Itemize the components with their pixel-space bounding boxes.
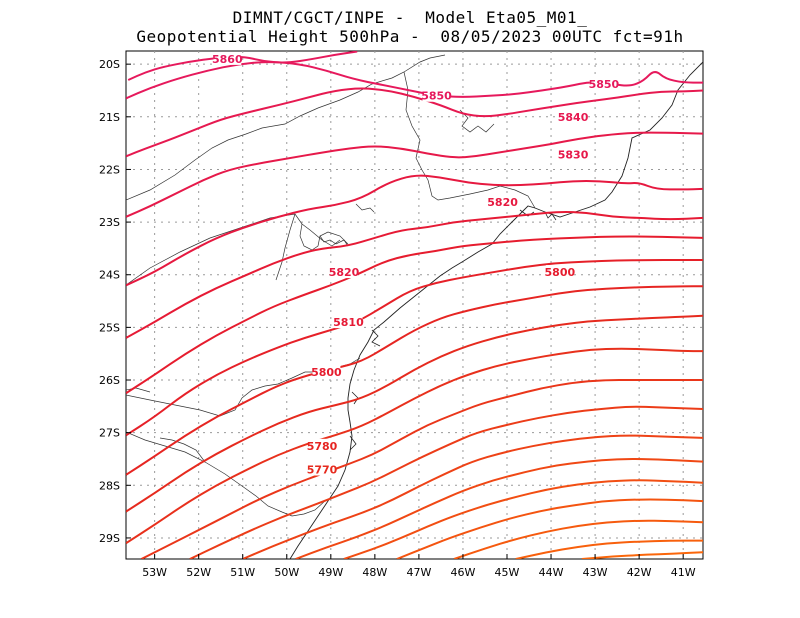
lon-tick-label: 43W [583,566,608,579]
lat-tick-label: 23S [99,216,120,229]
lat-tick-label: 20S [99,58,120,71]
contour-label-5830: 5830 [558,149,589,162]
contour-5680 [515,539,703,559]
state-border-pr-sp [126,213,349,286]
contour-label-5800: 5800 [311,366,342,379]
contour-5700 [396,498,703,559]
contour-label-background [589,77,618,91]
coastline-and-borders [126,54,703,559]
atlantic-coastline [289,61,703,559]
contour-label-5770: 5770 [307,464,338,477]
lon-tick-label: 49W [318,566,343,579]
title-line-2: Geopotential Height 500hPa - 08/05/2023 … [136,27,684,46]
contour-label-5810: 5810 [333,316,364,329]
contour-5690 [453,519,703,559]
contour-5840 [126,87,703,158]
lon-tick-label: 48W [362,566,387,579]
contour-label-5850: 5850 [589,78,620,91]
contour-label-background [312,365,341,379]
contour-label-background [330,265,359,279]
lon-tick-label: 41W [671,566,696,579]
lat-tick-label: 25S [99,321,120,334]
contour-label-5800: 5800 [545,266,576,279]
contour-5790 [126,259,703,437]
lon-tick-label: 51W [230,566,255,579]
lat-tick-label: 28S [99,479,120,492]
reservoir-detail [319,109,495,247]
contour-label-background [308,438,337,452]
contour-label-5860: 5860 [212,53,243,66]
lon-tick-label: 47W [406,566,431,579]
contour-label-5780: 5780 [307,440,338,453]
lon-tick-label: 42W [627,566,652,579]
state-border-ms-pr [275,213,296,281]
contour-label-background [334,315,363,329]
contour-5770 [126,314,703,513]
contour-labels: 5860 5850 5850 5840 5830 5820 5800 5820 5810 5800… [212,51,620,477]
contour-5820 [126,174,703,287]
contour-label-background [422,88,451,102]
contour-label-5850: 5850 [421,90,452,103]
plot-frame [125,50,704,560]
contour-5710 [343,479,703,559]
contour-label-background [308,462,337,476]
contour-label-background [213,51,242,65]
contour-lines [126,51,703,559]
contour-label-background [545,265,574,279]
lat-lon-grid [126,51,703,559]
lon-tick-label: 45W [495,566,520,579]
contour-5750 [140,379,703,559]
contour-5670 [581,551,703,559]
contour-5780 [126,285,703,476]
lon-tick-label: 50W [274,566,299,579]
contour-5720 [295,458,703,559]
lon-tick-label: 53W [142,566,167,579]
lat-tick-label: 29S [99,532,120,545]
contour-label-background [488,195,517,209]
contour-label-5840: 5840 [558,111,589,124]
contour-5760 [126,347,703,545]
contour-5800 [126,235,703,395]
contour-5810 [126,210,703,339]
contour-label-background [559,109,588,123]
lon-tick-label: 52W [186,566,211,579]
lat-tick-label: 27S [99,427,120,440]
contour-label-5820: 5820 [329,266,360,279]
lat-tick-label: 22S [99,163,120,176]
axes: 53W 52W 51W 50W 49W 48W 47W 46W 45W 44W 43W 42W 41W 2… [99,58,696,579]
lat-tick-label: 26S [99,374,120,387]
contour-5740 [189,405,703,559]
lon-tick-label: 44W [539,566,564,579]
lat-tick-label: 21S [99,111,120,124]
title-line-1: DIMNT/CGCT/INPE - Model Eta05_M01_ [232,8,588,27]
country-border-argentina [126,387,206,463]
contour-label-background [559,147,588,161]
contour-5730 [242,434,703,559]
lon-tick-label: 46W [451,566,476,579]
contour-5830 [126,131,703,218]
lat-tick-label: 24S [99,269,120,282]
state-border-mg-sp [126,54,536,209]
contour-label-5820: 5820 [487,196,518,209]
bay-detail [349,209,557,451]
